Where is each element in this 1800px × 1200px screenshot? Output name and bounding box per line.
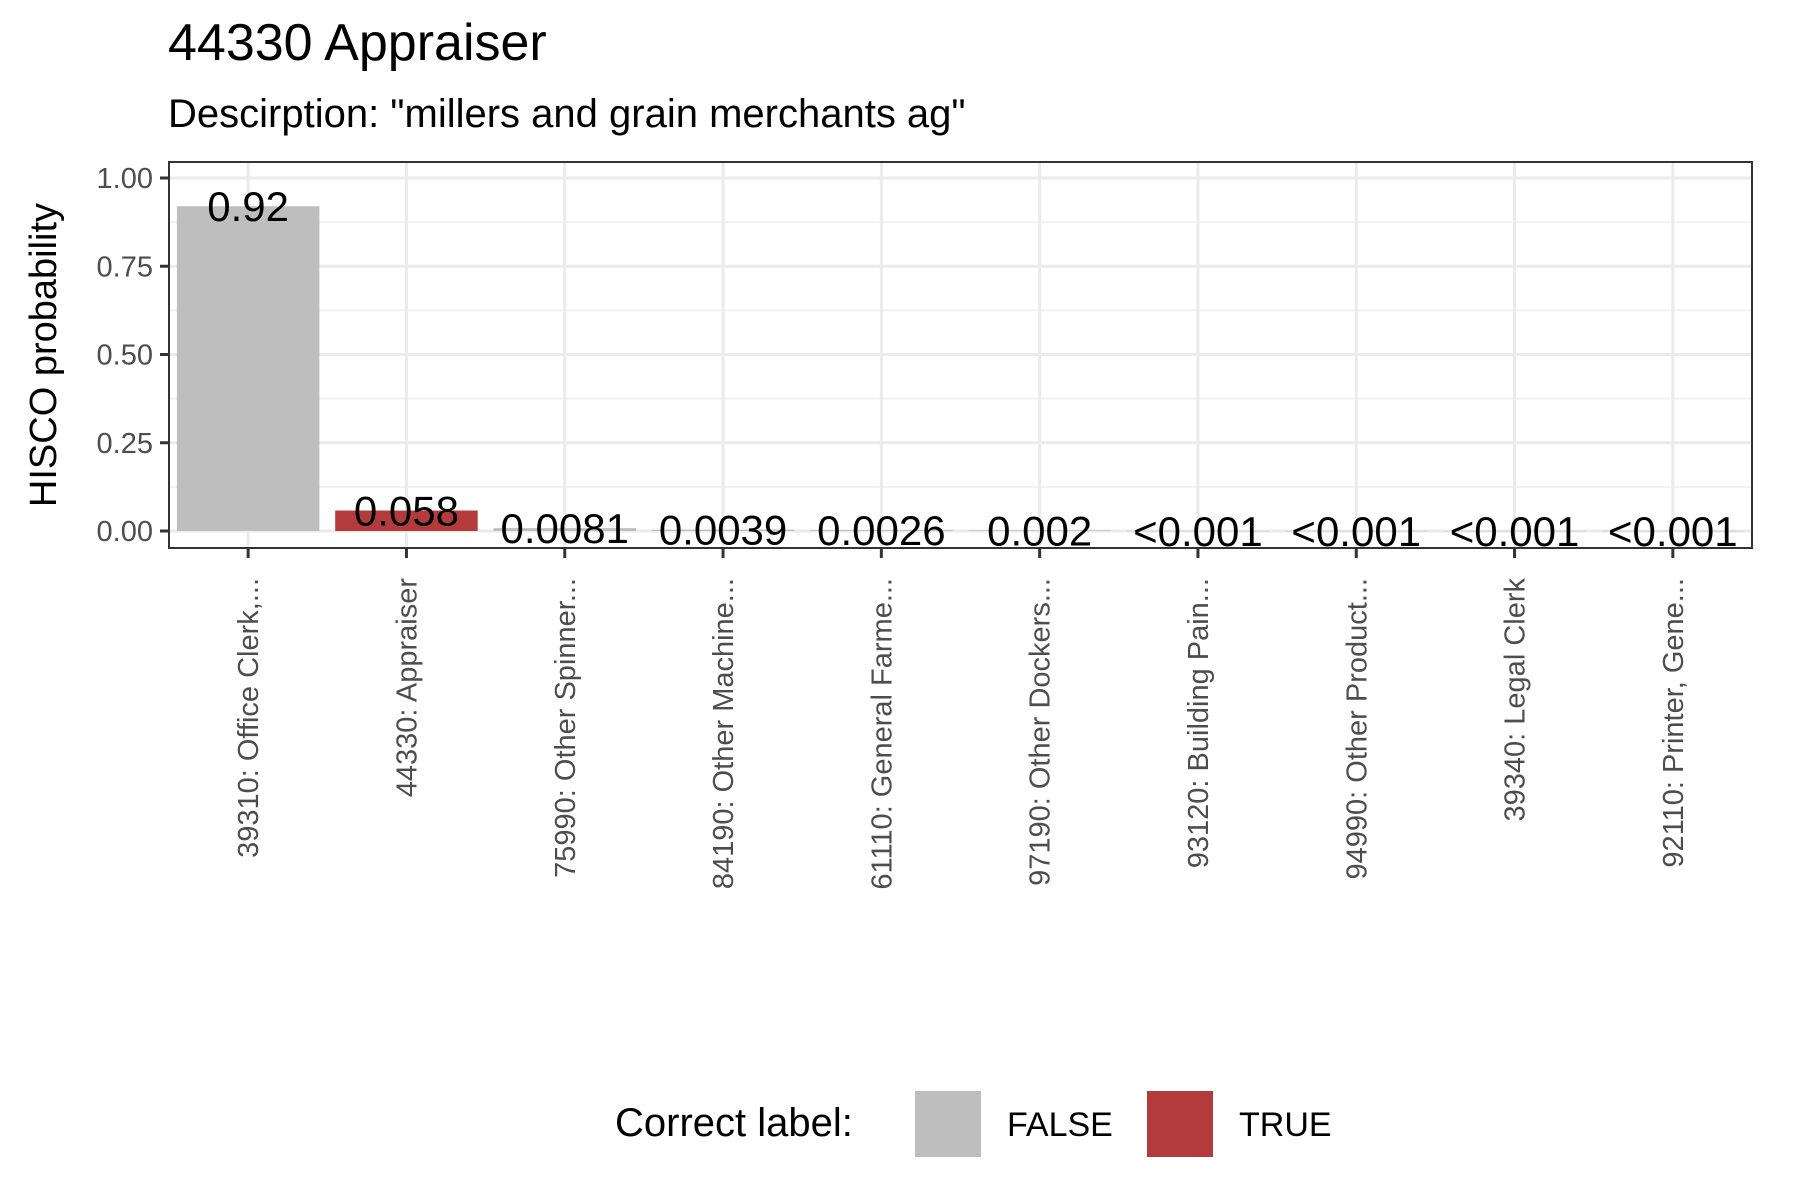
data-label: <0.001 bbox=[1608, 508, 1738, 555]
y-tick-label: 0.50 bbox=[97, 340, 153, 372]
x-tick-label: 93120: Building Pain... bbox=[1183, 578, 1215, 868]
data-label: <0.001 bbox=[1133, 508, 1263, 555]
bar bbox=[493, 528, 636, 531]
legend-label: FALSE bbox=[1007, 1106, 1113, 1144]
bar bbox=[176, 206, 320, 532]
y-axis-title: HISCO probability bbox=[23, 203, 65, 507]
bars bbox=[176, 206, 1745, 532]
bar bbox=[810, 530, 953, 531]
legend-key bbox=[915, 1091, 981, 1157]
x-tick-label: 97190: Other Dockers... bbox=[1025, 578, 1057, 886]
data-label: 0.0081 bbox=[501, 505, 629, 552]
x-tick-label: 75990: Other Spinner... bbox=[550, 578, 582, 878]
y-axis: 0.00 0.25 0.50 0.75 1.00 bbox=[97, 163, 169, 548]
data-label: <0.001 bbox=[1291, 508, 1421, 555]
y-tick-label: 0.00 bbox=[97, 516, 153, 548]
bar bbox=[335, 510, 478, 531]
x-tick-label: 84190: Other Machine... bbox=[708, 578, 740, 889]
bar bbox=[651, 529, 795, 531]
data-label: 0.002 bbox=[987, 507, 1092, 554]
data-label: 0.058 bbox=[354, 488, 459, 535]
data-label: 0.92 bbox=[207, 183, 289, 230]
x-tick-label: 92110: Printer, Gene... bbox=[1658, 578, 1690, 868]
legend-label: TRUE bbox=[1239, 1106, 1332, 1144]
data-label: 0.0039 bbox=[659, 507, 787, 554]
x-tick-label: 94990: Other Product... bbox=[1341, 578, 1373, 879]
x-tick-label: 61110: General Farme... bbox=[866, 578, 898, 890]
x-tick-label: 44330: Appraiser bbox=[391, 578, 423, 798]
grid bbox=[169, 162, 1752, 548]
bar bbox=[1601, 530, 1745, 532]
bar bbox=[1285, 530, 1428, 532]
legend: Correct label: FALSE TRUE bbox=[615, 1091, 1332, 1157]
x-tick-label: 39340: Legal Clerk bbox=[1500, 578, 1532, 822]
chart-title: 44330 Appraiser bbox=[168, 14, 547, 72]
data-labels: 0.92 0.058 0.0081 0.0039 0.0026 0.002 <0.001 <0… bbox=[207, 183, 1737, 555]
x-tick-label: 39310: Office Clerk,... bbox=[233, 578, 265, 858]
legend-items: FALSE TRUE bbox=[915, 1091, 1332, 1157]
bar bbox=[1443, 530, 1586, 532]
y-tick-label: 1.00 bbox=[97, 163, 153, 195]
data-label: <0.001 bbox=[1450, 508, 1580, 555]
bar bbox=[1126, 530, 1270, 532]
legend-key bbox=[1147, 1091, 1213, 1157]
data-label: 0.0026 bbox=[817, 507, 945, 554]
y-tick-label: 0.75 bbox=[97, 251, 153, 283]
legend-title: Correct label: bbox=[615, 1101, 853, 1145]
bar bbox=[968, 530, 1111, 531]
chart-subtitle: Descirption: "millers and grain merchant… bbox=[168, 92, 966, 136]
x-axis: 39310: Office Clerk,... 44330: Appraiser 7… bbox=[233, 548, 1690, 890]
y-tick-label: 0.25 bbox=[97, 428, 153, 460]
